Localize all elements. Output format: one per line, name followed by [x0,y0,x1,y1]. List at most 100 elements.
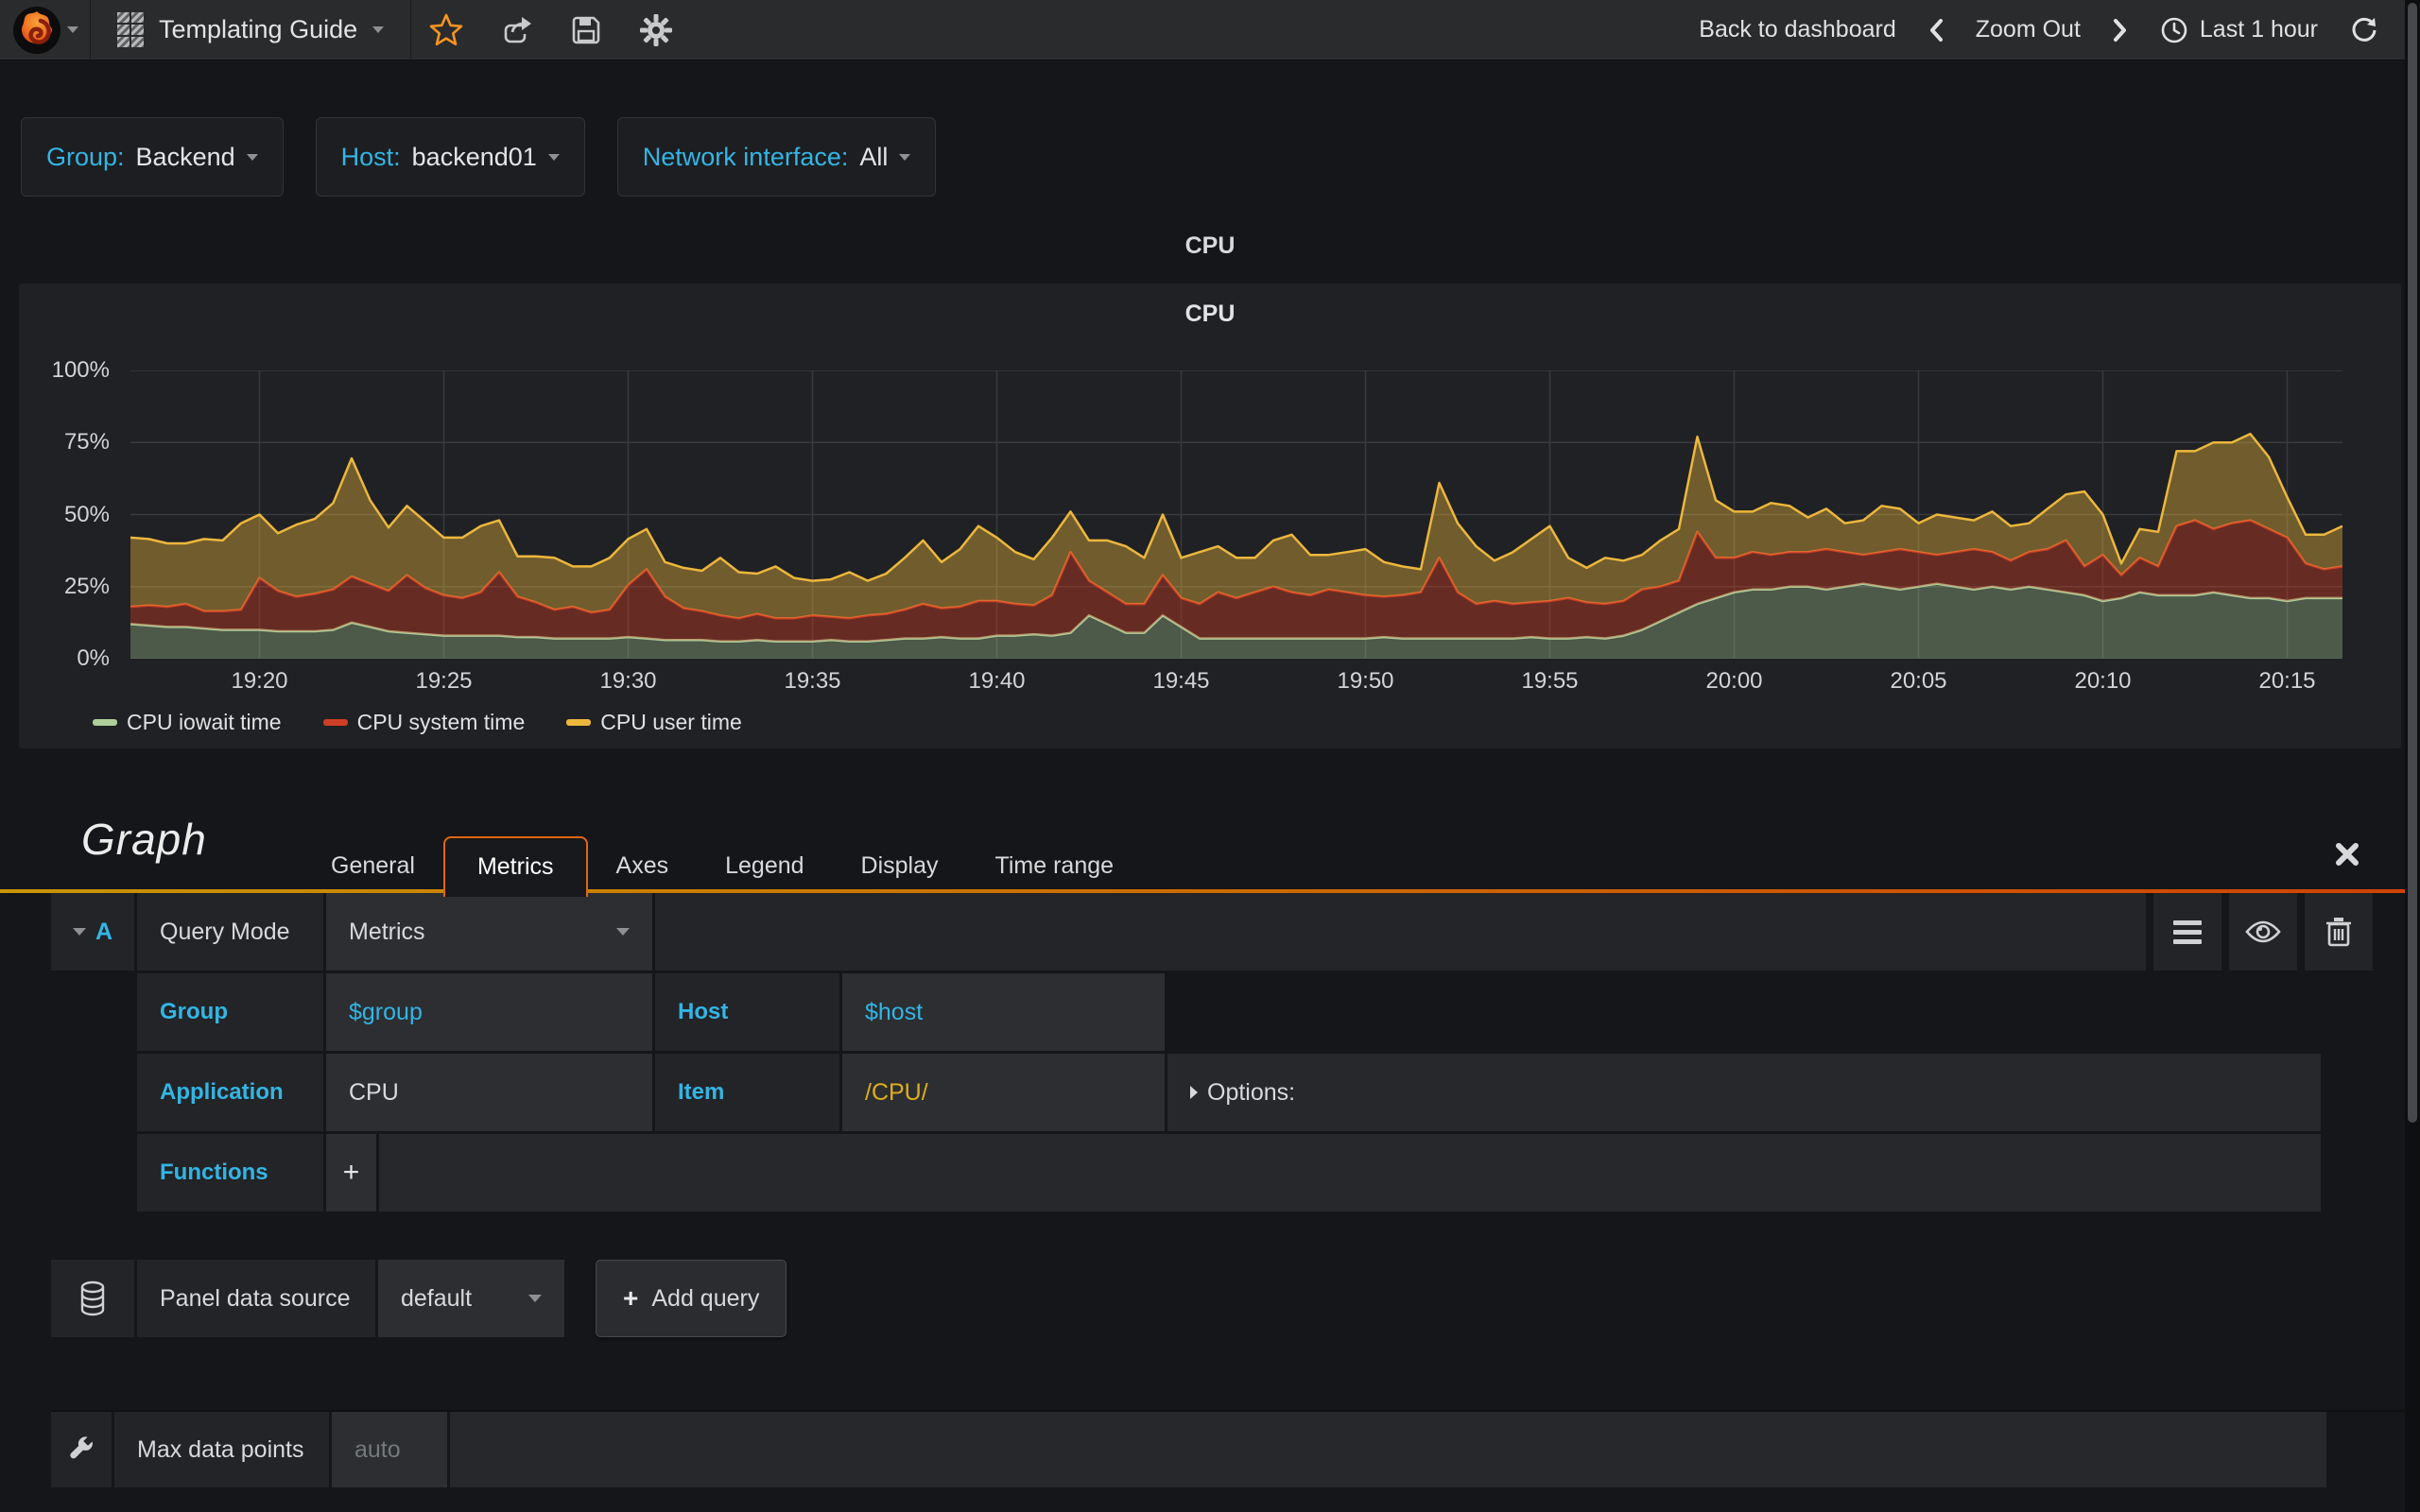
cpu-graph-panel: CPU 0% 25% 50% 75% 100% 19:20 19:25 19:30 19:35… [19,284,2401,748]
legend-item-user[interactable]: CPU user time [566,710,742,735]
chevron-down-icon [616,928,630,936]
variable-group-dropdown[interactable]: Group: Backend [21,117,284,197]
query-row-a: A Query Mode Metrics [51,893,2420,971]
options-label: Options: [1207,1078,1296,1106]
tab-axes[interactable]: Axes [615,852,669,879]
legend-item-system[interactable]: CPU system time [322,710,526,735]
panel-type-title: Graph [81,815,207,864]
add-function-button[interactable]: + [326,1134,376,1211]
star-dashboard-button[interactable] [411,0,481,60]
menu-icon [2173,919,2202,944]
max-data-points-input[interactable]: auto [332,1412,447,1487]
group-input[interactable]: $group [326,973,652,1051]
query-menu-button[interactable] [2153,893,2221,971]
y-axis-tick: 100% [51,357,110,383]
query-row-functions: Functions + [137,1134,2420,1211]
dashboard-title-caret-icon [372,26,385,33]
x-axis-tick: 20:15 [2258,668,2316,694]
settings-icon-cell [51,1412,112,1487]
stacked-area-chart[interactable] [130,370,2342,659]
graph-plot-area[interactable]: 0% 25% 50% 75% 100% [52,357,2342,671]
query-row-filler [655,893,2146,971]
legend-item-iowait[interactable]: CPU iowait time [93,710,282,735]
host-input[interactable]: $host [842,973,1165,1051]
time-shift-back-button[interactable] [1928,18,1944,43]
dashboard-row-title[interactable]: CPU [1184,232,1236,259]
query-toggle-visibility-button[interactable] [2229,893,2297,971]
query-collapse-toggle[interactable]: A [51,893,134,971]
variable-host-dropdown[interactable]: Host: backend01 [315,117,585,197]
query-row-group-host: Group $group Host $host [137,973,2420,1051]
variable-host-value: backend01 [411,142,537,171]
datasource-row: Panel data source default + Add query [51,1260,2420,1337]
grafana-menu-button[interactable] [0,0,91,60]
panel-title[interactable]: CPU [1184,301,1236,327]
legend-swatch-user [566,719,592,726]
legend-label-system: CPU system time [356,710,526,734]
legend-swatch-iowait [93,719,117,726]
chevron-down-icon [899,153,911,161]
panel-editor: Graph General Metrics Axes Legend Displa… [0,799,2420,1487]
variable-group-label: Group: [46,142,125,171]
grafana-logo-icon [12,6,61,55]
gear-icon [640,13,673,46]
settings-button[interactable] [621,0,691,60]
tab-display[interactable]: Display [860,852,939,879]
datasource-select[interactable]: default [378,1260,564,1337]
options-toggle[interactable]: Options: [1167,1054,2321,1131]
scrollbar-thumb[interactable] [2408,3,2417,1123]
time-shift-forward-button[interactable] [2113,18,2128,43]
query-delete-button[interactable] [2305,893,2373,971]
chevron-right-icon [1190,1086,1198,1099]
item-input[interactable]: /CPU/ [842,1054,1165,1131]
close-editor-button[interactable] [2333,840,2361,868]
y-axis: 0% 25% 50% 75% 100% [28,357,119,671]
template-variables-row: Group: Backend Host: backend01 Network i… [0,60,2420,197]
dashboard-title: Templating Guide [159,15,358,43]
group-value: $group [349,998,423,1025]
query-letter: A [95,918,113,945]
navbar-right-controls: Back to dashboard Zoom Out Last 1 hour [1699,0,2420,60]
scrollbar-track[interactable] [2405,0,2420,1512]
max-data-points-filler [450,1412,2326,1487]
application-input[interactable]: CPU [326,1054,652,1131]
datasource-icon-cell [51,1260,134,1337]
chevron-down-icon [246,153,258,161]
x-axis-tick: 19:25 [415,668,473,694]
tab-legend[interactable]: Legend [725,852,804,879]
back-to-dashboard-link[interactable]: Back to dashboard [1699,16,1896,43]
panel-editor-header: Graph General Metrics Axes Legend Displa… [0,799,2420,897]
plus-icon: + [623,1283,639,1313]
query-row-application-item: Application CPU Item /CPU/ Options: [137,1054,2420,1131]
variable-netif-label: Network interface: [642,142,849,171]
chevron-right-icon [2113,18,2126,42]
add-query-button[interactable]: + Add query [596,1260,787,1337]
close-icon [2336,843,2359,866]
zoom-out-button[interactable]: Zoom Out [1975,16,2081,43]
tab-general[interactable]: General [331,852,415,879]
grafana-menu-caret-icon [66,26,78,33]
tab-underline [0,889,2420,893]
share-dashboard-button[interactable] [481,0,551,60]
variable-netif-dropdown[interactable]: Network interface: All [616,117,937,197]
y-axis-tick: 50% [63,501,110,527]
x-axis-tick: 19:50 [1337,668,1394,694]
datasource-value: default [401,1284,473,1312]
application-value: CPU [349,1078,399,1106]
application-label: Application [137,1054,323,1131]
tab-metrics[interactable]: Metrics [442,836,588,897]
dashboard-title-menu[interactable]: Templating Guide [91,0,412,60]
time-range-picker[interactable]: Last 1 hour [2160,16,2318,44]
star-icon [429,13,463,45]
chevron-down-icon [528,1295,542,1302]
max-data-points-label: Max data points [114,1412,329,1487]
refresh-button[interactable] [2350,16,2378,44]
y-axis-tick: 25% [63,573,110,599]
query-mode-select[interactable]: Metrics [326,893,652,971]
tab-time-range[interactable]: Time range [994,852,1115,879]
datasource-label: Panel data source [137,1260,375,1337]
x-axis-tick: 19:45 [1152,668,1210,694]
save-dashboard-button[interactable] [551,0,621,60]
variable-group-value: Backend [135,142,235,171]
